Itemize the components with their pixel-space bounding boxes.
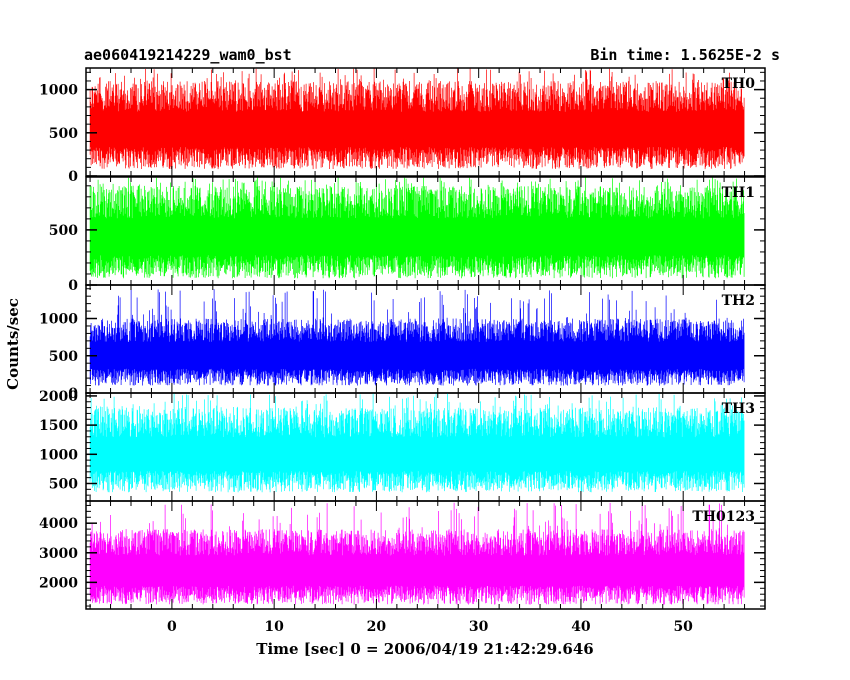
x-tick-label: 30 [469, 619, 489, 635]
panel-th0123: 2000 3000 4000 TH0123 [39, 500, 766, 610]
panel-frame [85, 500, 766, 610]
panel-label-th2: TH2 [722, 293, 755, 309]
series-th1 [89, 177, 745, 279]
y-tick-label: 1000 [39, 447, 78, 463]
y-tick-label: 1000 [39, 312, 78, 328]
y-axis-title: Counts/sec [4, 298, 22, 390]
series-th0123 [89, 502, 745, 605]
panel-th0: 0 500 1000 TH0 [39, 67, 766, 185]
series-th2 [89, 289, 745, 386]
x-tick-label: 50 [673, 619, 693, 635]
series-th3 [89, 393, 745, 493]
y-tick-label: 500 [49, 476, 78, 492]
y-tick-label: 4000 [39, 516, 78, 532]
x-axis-title: Time [sec] 0 = 2006/04/19 21:42:29.646 [256, 640, 593, 658]
panel-label-th0: TH0 [722, 76, 756, 92]
series-th0 [89, 68, 745, 170]
x-tick-label: 40 [571, 619, 591, 635]
chart-title-right: Bin time: 1.5625E-2 s [590, 46, 780, 64]
y-tick-label: 2000 [39, 389, 78, 405]
y-tick-label: 1000 [39, 83, 78, 99]
panel-th2: 0 500 1000 TH2 [39, 284, 766, 402]
panel-th1: 0 500 TH1 [49, 176, 766, 294]
chart-title-left: ae060419214229_wam0_bst [84, 46, 292, 64]
x-tick-label: 0 [167, 619, 177, 635]
y-tick-label: 500 [49, 126, 78, 142]
panel-label-th0123: TH0123 [692, 509, 755, 525]
panel-th3: 500 1000 1500 2000 TH3 [39, 389, 766, 502]
panel-label-th3: TH3 [722, 401, 755, 417]
y-tick-label: 500 [49, 223, 78, 239]
panel-label-th1: TH1 [722, 185, 755, 201]
y-tick-label: 0 [68, 278, 78, 294]
y-tick-label: 0 [68, 169, 78, 185]
x-axis: 0 10 20 30 40 50 [167, 619, 693, 635]
x-tick-label: 20 [367, 619, 387, 635]
y-tick-label: 1500 [39, 418, 78, 434]
panel-frame [85, 67, 766, 177]
y-tick-label: 500 [49, 349, 78, 365]
y-tick-label: 3000 [39, 546, 78, 562]
y-tick-label: 2000 [39, 575, 78, 591]
y-tick-label: 0 [68, 386, 78, 402]
x-tick-label: 10 [264, 619, 284, 635]
panels-group: 0 500 1000 TH0 0 500 TH1 0 500 1000 TH2 500 1000 1500… [39, 67, 766, 610]
